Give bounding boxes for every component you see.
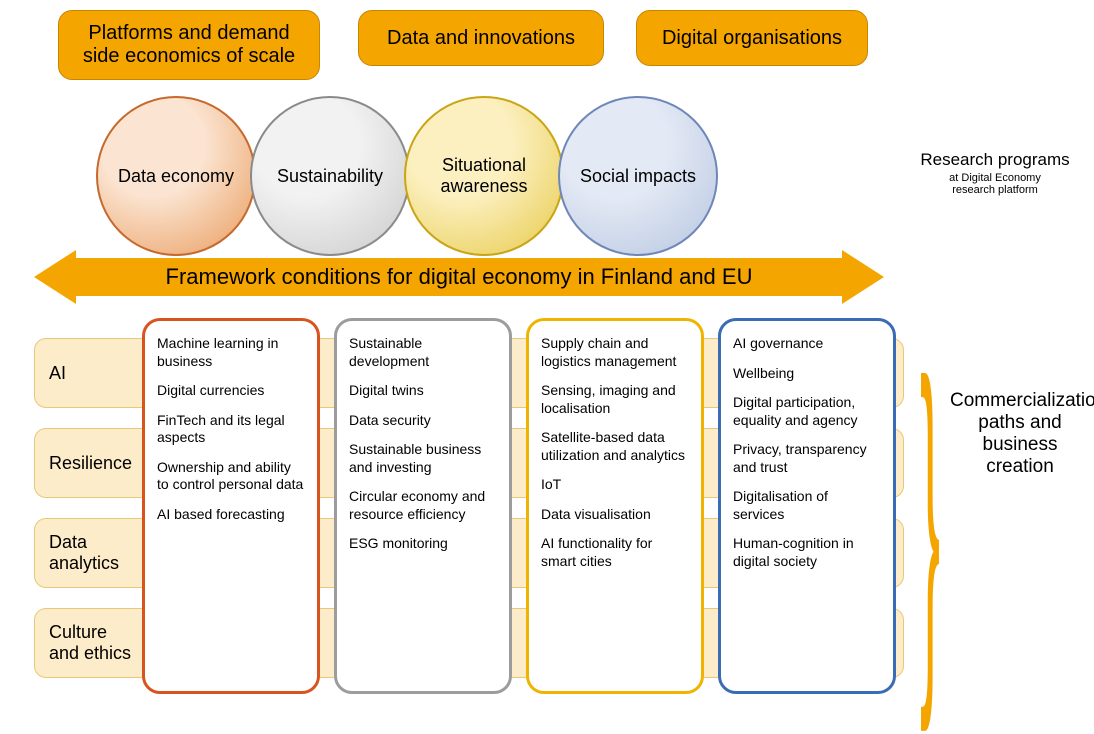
column-item: Sensing, imaging and localisation bbox=[541, 382, 689, 417]
column-item: Human-cognition in digital society bbox=[733, 535, 881, 570]
top-box-digital-orgs: Digital organisations bbox=[636, 10, 868, 66]
column-2: Supply chain and logistics management Sen… bbox=[526, 318, 704, 694]
side-label-title: Research programs bbox=[920, 150, 1069, 169]
top-box-label: Platforms and demand side economics of s… bbox=[77, 22, 301, 68]
bottom-area: AI Resilience Data analytics Culture and et… bbox=[34, 318, 904, 698]
arrow-body: Framework conditions for digital economy… bbox=[74, 258, 844, 296]
top-box-data-innovations: Data and innovations bbox=[358, 10, 604, 66]
column-item: AI functionality for smart cities bbox=[541, 535, 689, 570]
column-item: Wellbeing bbox=[733, 365, 881, 383]
column-item: Circular economy and resource efficiency bbox=[349, 488, 497, 523]
column-item: Digital twins bbox=[349, 382, 497, 400]
top-box-label: Digital organisations bbox=[662, 27, 842, 50]
column-item: AI governance bbox=[733, 335, 881, 353]
column-item: IoT bbox=[541, 476, 689, 494]
column-item: Ownership and ability to control persona… bbox=[157, 459, 305, 494]
side-label-sub: at Digital Economyresearch platform bbox=[910, 172, 1080, 196]
top-box-label: Data and innovations bbox=[387, 27, 575, 50]
sphere-data-economy: Data economy bbox=[96, 96, 256, 256]
row-label: Resilience bbox=[49, 453, 132, 474]
column-item: Data visualisation bbox=[541, 506, 689, 524]
column-item: Sustainable development bbox=[349, 335, 497, 370]
column-0: Machine learning in business Digital curr… bbox=[142, 318, 320, 694]
arrow-right-icon bbox=[842, 250, 884, 304]
arrow-label: Framework conditions for digital economy… bbox=[166, 264, 753, 290]
sphere-sustainability: Sustainability bbox=[250, 96, 410, 256]
column-item: Machine learning in business bbox=[157, 335, 305, 370]
column-item: Digital currencies bbox=[157, 382, 305, 400]
column-3: AI governance Wellbeing Digital participat… bbox=[718, 318, 896, 694]
column-item: Supply chain and logistics management bbox=[541, 335, 689, 370]
column-item: Data security bbox=[349, 412, 497, 430]
sphere-label: Social impacts bbox=[570, 166, 706, 187]
column-item: Privacy, transparency and trust bbox=[733, 441, 881, 476]
top-box-platforms: Platforms and demand side economics of s… bbox=[58, 10, 320, 80]
column-item: Sustainable business and investing bbox=[349, 441, 497, 476]
column-item: ESG monitoring bbox=[349, 535, 497, 553]
column-1: Sustainable development Digital twins Data… bbox=[334, 318, 512, 694]
framework-arrow: Framework conditions for digital economy… bbox=[34, 250, 884, 304]
brace-icon: } bbox=[920, 328, 940, 712]
side-label-commercialization: Commercialization paths and business cre… bbox=[950, 390, 1090, 478]
sphere-social-impacts: Social impacts bbox=[558, 96, 718, 256]
arrow-left-icon bbox=[34, 250, 76, 304]
sphere-label: Sustainability bbox=[267, 166, 393, 187]
sphere-label: Data economy bbox=[108, 166, 244, 187]
row-label: AI bbox=[49, 363, 66, 384]
column-item: Digital participation, equality and agen… bbox=[733, 394, 881, 429]
column-item: Digitalisation of services bbox=[733, 488, 881, 523]
sphere-situational-awareness: Situational awareness bbox=[404, 96, 564, 256]
column-item: AI based forecasting bbox=[157, 506, 305, 524]
column-item: FinTech and its legal aspects bbox=[157, 412, 305, 447]
side-lower-text: Commercialization paths and business cre… bbox=[950, 390, 1094, 477]
side-label-research: Research programs at Digital Economyrese… bbox=[910, 150, 1080, 196]
sphere-label: Situational awareness bbox=[406, 155, 562, 197]
row-label: Culture and ethics bbox=[49, 622, 133, 664]
column-item: Satellite-based data utilization and ana… bbox=[541, 429, 689, 464]
row-label: Data analytics bbox=[49, 532, 133, 574]
